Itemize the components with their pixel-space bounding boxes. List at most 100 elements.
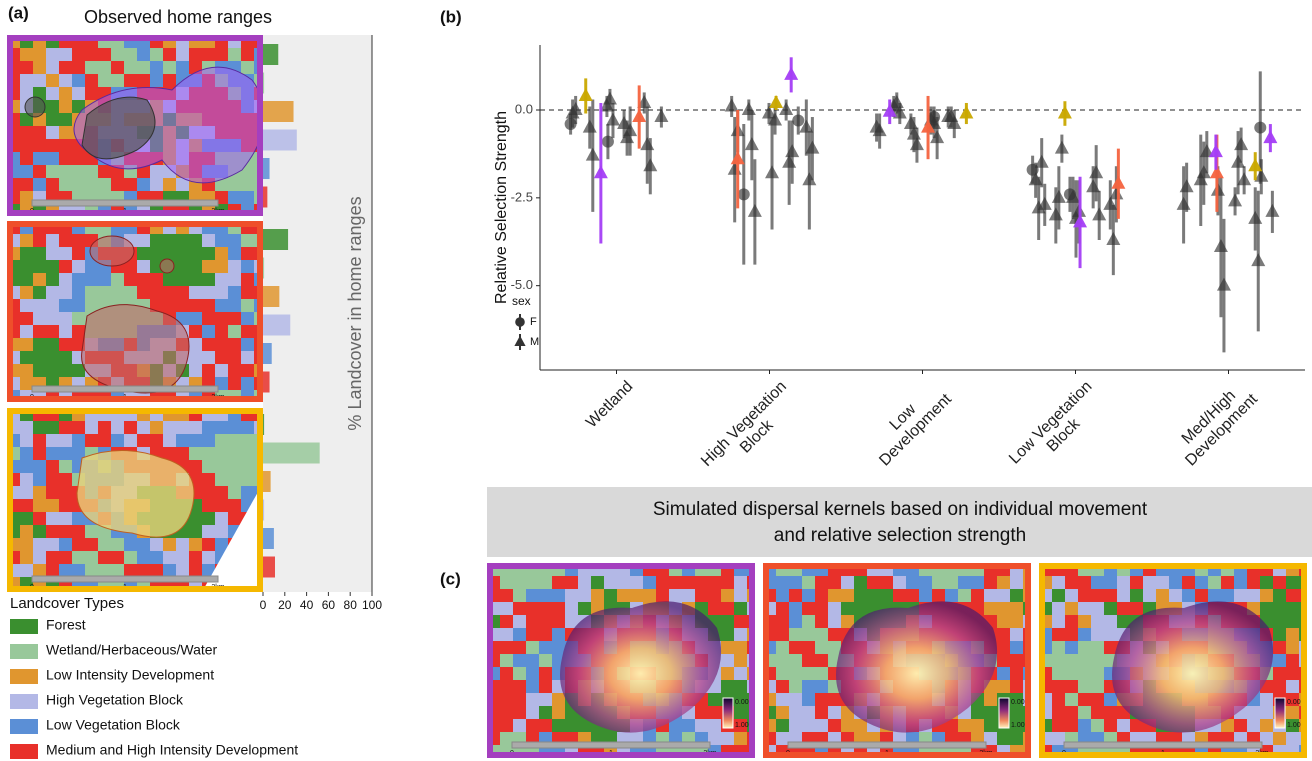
map-cell	[189, 512, 202, 525]
map-cell	[150, 551, 163, 564]
scale-bar	[788, 742, 986, 748]
map-cell	[215, 421, 228, 434]
map-cell	[189, 48, 202, 61]
map-cell	[85, 273, 98, 286]
map-cell	[1078, 589, 1091, 602]
map-cell	[630, 576, 643, 589]
map-cell	[815, 706, 828, 719]
map-cell	[1052, 628, 1065, 641]
map-cell	[513, 576, 526, 589]
map-cell	[802, 719, 815, 732]
map-cell	[971, 576, 984, 589]
map-cell	[721, 641, 734, 654]
map-cell	[59, 551, 72, 564]
map-cell	[59, 178, 72, 191]
map-cell	[1247, 706, 1260, 719]
map-cell	[500, 615, 513, 628]
map-cell	[150, 421, 163, 434]
map-cell	[46, 434, 59, 447]
map-cell	[241, 299, 254, 312]
x	[1263, 130, 1277, 143]
map-cell	[215, 364, 228, 377]
map-cell	[997, 654, 1010, 667]
map-cell	[721, 628, 734, 641]
map-cell	[215, 286, 228, 299]
map-cell	[215, 325, 228, 338]
figure-canvas: (a) Observed home ranges (b) (c) Simulat…	[0, 0, 1312, 761]
map-cell	[59, 139, 72, 152]
map-cell	[20, 564, 33, 577]
map-cell	[1104, 576, 1117, 589]
map-cell	[776, 654, 789, 667]
map-cell	[1104, 719, 1117, 732]
x	[579, 88, 593, 101]
map-cell	[124, 61, 137, 74]
map-cell	[150, 165, 163, 178]
map-cell	[46, 152, 59, 165]
map-cell	[59, 447, 72, 460]
map-cell	[46, 447, 59, 460]
map-cell	[1078, 602, 1091, 615]
map-cell	[1182, 576, 1195, 589]
home-range	[90, 236, 134, 266]
map-cell	[124, 286, 137, 299]
x-tick-label: 40	[300, 598, 314, 612]
map-cell	[552, 693, 565, 706]
legend-label: M	[530, 336, 539, 348]
map-cell	[1010, 576, 1023, 589]
map-cell	[708, 706, 721, 719]
banner-text: Simulated dispersal kernels based on ind…	[653, 499, 1148, 520]
map-cell	[500, 576, 513, 589]
map-cell	[72, 165, 85, 178]
map-cell	[137, 434, 150, 447]
map-cell	[1286, 680, 1299, 693]
map-cell	[33, 434, 46, 447]
map-cell	[46, 460, 59, 473]
map-cell	[721, 615, 734, 628]
legend-label: High Vegetation Block	[46, 692, 184, 708]
map-cell	[124, 434, 137, 447]
legend-title: sex	[512, 294, 531, 308]
x	[569, 102, 583, 115]
map-cell	[906, 576, 919, 589]
map-cell	[695, 576, 708, 589]
map-cell	[189, 447, 202, 460]
map-cell	[189, 434, 202, 447]
map-cell	[215, 486, 228, 499]
scale-bar	[1064, 742, 1262, 748]
map-cell	[59, 499, 72, 512]
map-cell	[513, 628, 526, 641]
map-cell	[33, 564, 46, 577]
legend-title: Landcover Types	[10, 595, 124, 612]
map-cell	[20, 299, 33, 312]
bar	[263, 471, 271, 492]
map-cell	[1052, 667, 1065, 680]
map-cell	[46, 512, 59, 525]
map-cell	[734, 602, 747, 615]
body: {"figure": { "panel_labels": ["(a)", "(b…	[0, 0, 1312, 761]
map-cell	[33, 126, 46, 139]
map-cell	[1091, 693, 1104, 706]
map-cell	[85, 299, 98, 312]
map-cell	[20, 351, 33, 364]
map-cell	[1208, 576, 1221, 589]
map-cell	[1078, 615, 1091, 628]
map-cell	[20, 191, 33, 204]
map-cell	[721, 654, 734, 667]
map-cell	[176, 551, 189, 564]
bar	[263, 414, 264, 435]
map-cell	[1052, 719, 1065, 732]
map-cell	[72, 247, 85, 260]
map-cell	[815, 693, 828, 706]
map-cell	[137, 74, 150, 87]
map-cell	[176, 434, 189, 447]
map-cell	[1052, 615, 1065, 628]
map-cell	[734, 680, 747, 693]
legend-label: F	[530, 316, 537, 328]
x	[784, 67, 798, 80]
map-cell	[46, 286, 59, 299]
map-cell	[189, 460, 202, 473]
map-cell	[578, 576, 591, 589]
x	[959, 106, 973, 119]
map-cell	[228, 247, 241, 260]
